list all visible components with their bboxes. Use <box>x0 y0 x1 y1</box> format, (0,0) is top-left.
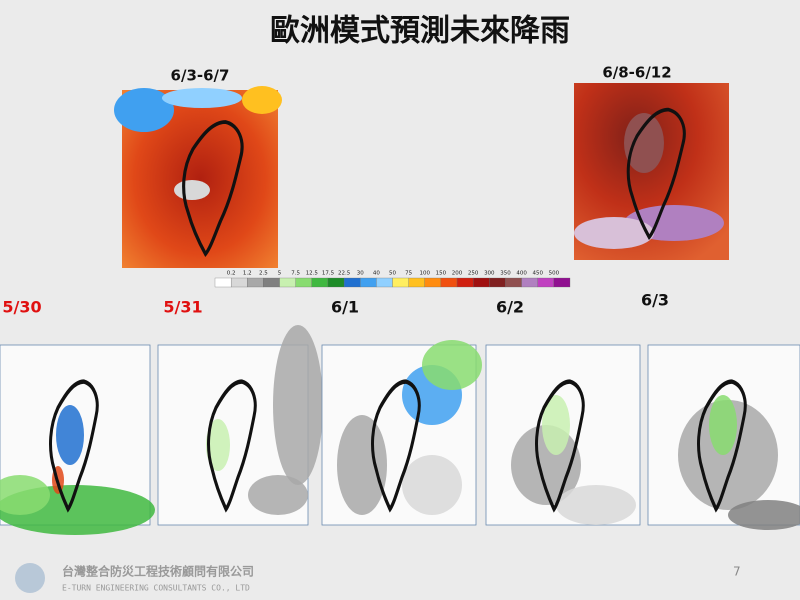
rain-area <box>422 340 482 390</box>
daily-map <box>321 340 482 526</box>
colorbar-box <box>456 277 474 288</box>
period-label: 6/8-6/12 <box>602 64 671 82</box>
period-label: 6/3-6/7 <box>171 67 230 85</box>
rain-area <box>273 325 323 485</box>
colorbar-label: 17.5 <box>322 271 335 277</box>
company-en: E-TURN ENGINEERING CONSULTANTS CO., LTD <box>62 584 250 593</box>
daily-map <box>157 325 323 526</box>
date-label: 6/3 <box>641 291 669 310</box>
daily-map <box>0 344 155 535</box>
rain-area <box>0 475 50 515</box>
rain-area <box>206 419 230 471</box>
rain-area <box>709 395 737 455</box>
colorbar-box <box>360 277 377 288</box>
colorbar-box <box>247 277 264 288</box>
colorbar-box <box>327 277 345 288</box>
colorbar-box <box>392 277 409 288</box>
period-map <box>114 86 282 268</box>
colorbar: 0.2 1.2 2.5 5 7.5 12.5 17.5 22.5 30 40 50 75 100 150 2… <box>214 271 571 288</box>
footer: 台灣整合防災工程技術顧問有限公司 E-TURN ENGINEERING CONS… <box>15 563 741 593</box>
colorbar-box <box>376 277 393 288</box>
colorbar-label: 100 <box>420 271 431 277</box>
colorbar-box <box>521 277 538 288</box>
date-label: 6/1 <box>331 298 359 317</box>
logo <box>15 563 45 593</box>
date-label: 5/30 <box>2 298 41 317</box>
colorbar-box <box>537 277 555 288</box>
colorbar-label: 5 <box>278 271 282 277</box>
rain-area <box>542 395 570 455</box>
colorbar-box <box>424 277 442 288</box>
rain-area <box>728 500 800 530</box>
rain-area <box>678 400 778 510</box>
slide-title: 歐洲模式預測未來降雨 <box>270 14 570 49</box>
rain-area <box>402 455 462 515</box>
colorbar-label: 22.5 <box>338 271 351 277</box>
company: 台灣整合防災工程技術顧問有限公司 <box>62 564 254 579</box>
daily-map <box>647 344 800 530</box>
colorbar-label: 75 <box>405 271 412 277</box>
daily-maps: 5/30 5/31 6/1 6/2 6/3 <box>0 291 800 535</box>
rain-area <box>337 415 387 515</box>
colorbar-label: 200 <box>452 271 463 277</box>
colorbar-label: 12.5 <box>306 271 319 277</box>
colorbar-label: 350 <box>500 271 511 277</box>
colorbar-box <box>279 277 296 288</box>
colorbar-box <box>295 277 312 288</box>
colorbar-box <box>505 277 522 288</box>
rain-area <box>56 405 84 465</box>
colorbar-box <box>473 277 490 288</box>
colorbar-box <box>440 277 458 288</box>
colorbar-label: 1.2 <box>243 271 252 277</box>
colorbar-box <box>343 277 361 288</box>
colorbar-box <box>311 277 329 288</box>
rain-area <box>248 475 308 515</box>
colorbar-label: 250 <box>468 271 479 277</box>
colorbar-label: 150 <box>436 271 447 277</box>
colorbar-label: 0.2 <box>227 271 236 277</box>
period-map <box>574 83 729 260</box>
colorbar-box <box>263 277 280 288</box>
colorbar-box <box>214 277 232 288</box>
colorbar-label: 50 <box>389 271 396 277</box>
colorbar-label: 400 <box>516 271 527 277</box>
date-label: 6/2 <box>496 298 524 317</box>
colorbar-label: 7.5 <box>291 271 300 277</box>
colorbar-box <box>408 277 425 288</box>
colorbar-label: 300 <box>484 271 495 277</box>
colorbar-label: 500 <box>549 271 560 277</box>
colorbar-label: 30 <box>357 271 364 277</box>
daily-map <box>485 344 641 526</box>
colorbar-label: 40 <box>373 271 380 277</box>
colorbar-box <box>230 277 248 288</box>
colorbar-box <box>553 277 571 288</box>
colorbar-box <box>489 277 506 288</box>
colorbar-label: 450 <box>532 271 543 277</box>
colorbar-label: 2.5 <box>259 271 268 277</box>
date-label: 5/31 <box>163 298 202 317</box>
page-number: 7 <box>733 565 741 579</box>
rain-area <box>556 485 636 525</box>
